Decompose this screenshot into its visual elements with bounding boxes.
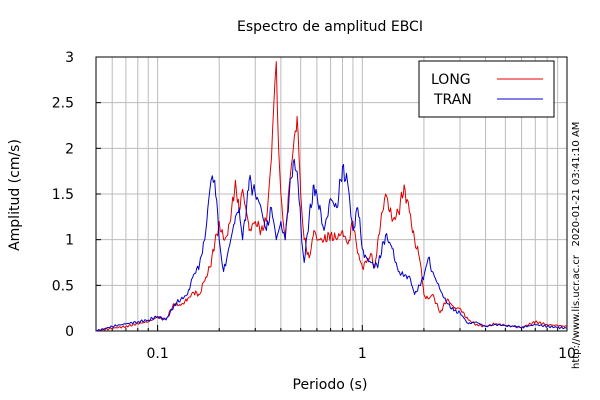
y-tick-label: 1.5 bbox=[52, 187, 74, 203]
timestamp-label: 2020-01-21 03:41:10 AM bbox=[571, 122, 582, 247]
legend-label-tran: TRAN bbox=[433, 92, 472, 108]
series-group bbox=[95, 61, 568, 332]
y-tick-label: 2.5 bbox=[52, 96, 74, 112]
y-tick-label: 3 bbox=[65, 50, 74, 66]
x-axis-label: Periodo (s) bbox=[293, 377, 368, 393]
y-tick-label: 1 bbox=[65, 233, 74, 249]
chart-title: Espectro de amplitud EBCI bbox=[237, 19, 423, 35]
legend-box bbox=[418, 60, 555, 118]
axis-ticks: 0 0.5 1 1.5 2 2.5 3 0.1 1 10 bbox=[52, 50, 576, 362]
y-axis-label: Amplitud (cm/s) bbox=[7, 139, 23, 251]
legend: LONG TRAN bbox=[418, 60, 555, 118]
url-label: http://www.lis.ucr.ac.cr bbox=[571, 254, 582, 369]
y-tick-label: 0.5 bbox=[52, 278, 74, 294]
legend-label-long: LONG bbox=[431, 72, 471, 88]
series-line-tran bbox=[96, 158, 568, 332]
y-tick-label: 0 bbox=[65, 324, 74, 340]
x-tick-label: 10 bbox=[558, 346, 576, 362]
y-tick-label: 2 bbox=[65, 141, 74, 157]
x-tick-label: 0.1 bbox=[146, 346, 168, 362]
x-tick-label: 1 bbox=[358, 346, 367, 362]
